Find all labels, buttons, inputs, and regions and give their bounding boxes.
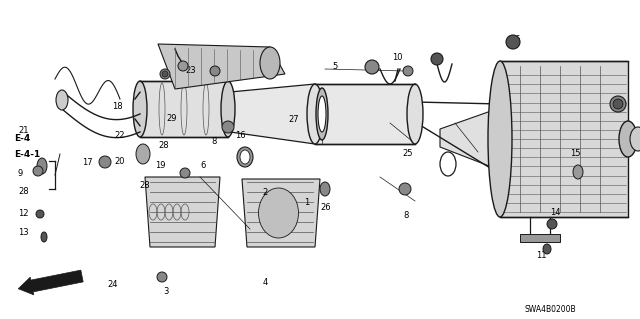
- Text: 11: 11: [536, 251, 547, 260]
- Text: 29: 29: [166, 114, 177, 122]
- Bar: [520, 234, 560, 242]
- Text: 17: 17: [82, 158, 93, 167]
- Text: 26: 26: [320, 203, 331, 212]
- Ellipse shape: [37, 158, 47, 174]
- Ellipse shape: [610, 96, 626, 112]
- Ellipse shape: [136, 144, 150, 164]
- Text: 19: 19: [155, 161, 165, 170]
- Text: 27: 27: [288, 115, 299, 124]
- Text: 3: 3: [163, 287, 168, 296]
- Ellipse shape: [36, 210, 44, 218]
- Text: 1: 1: [304, 198, 309, 207]
- Ellipse shape: [407, 84, 423, 144]
- Ellipse shape: [403, 66, 413, 76]
- Ellipse shape: [237, 147, 253, 167]
- Text: 8: 8: [211, 137, 216, 146]
- Text: E-4: E-4: [14, 134, 30, 143]
- Text: 23: 23: [186, 66, 196, 75]
- Bar: [500, 61, 628, 217]
- Text: 28: 28: [140, 181, 150, 189]
- Text: 21: 21: [18, 126, 28, 135]
- Ellipse shape: [630, 127, 640, 151]
- Ellipse shape: [259, 188, 298, 238]
- Polygon shape: [242, 179, 320, 247]
- Text: 20: 20: [114, 157, 124, 166]
- Ellipse shape: [133, 81, 147, 137]
- Ellipse shape: [210, 66, 220, 76]
- Text: 6: 6: [514, 35, 519, 44]
- Ellipse shape: [431, 53, 443, 65]
- Ellipse shape: [33, 166, 43, 176]
- Ellipse shape: [365, 60, 379, 74]
- Text: 5: 5: [333, 63, 338, 71]
- Text: 13: 13: [18, 228, 29, 237]
- Ellipse shape: [221, 81, 235, 137]
- Ellipse shape: [307, 84, 323, 144]
- Ellipse shape: [160, 69, 170, 79]
- Text: 12: 12: [18, 209, 28, 218]
- Text: 15: 15: [570, 149, 580, 158]
- Text: 16: 16: [236, 131, 246, 140]
- Text: 25: 25: [402, 149, 412, 158]
- Bar: [315, 84, 415, 144]
- Ellipse shape: [573, 165, 583, 179]
- Ellipse shape: [162, 71, 168, 77]
- Ellipse shape: [318, 96, 326, 132]
- Ellipse shape: [41, 232, 47, 242]
- Ellipse shape: [99, 156, 111, 168]
- Text: E-4-1: E-4-1: [14, 150, 40, 159]
- Bar: [140, 81, 228, 137]
- Text: 6: 6: [200, 161, 205, 170]
- Text: 28: 28: [18, 187, 29, 196]
- Ellipse shape: [180, 168, 190, 178]
- Text: 28: 28: [159, 141, 170, 150]
- Ellipse shape: [56, 90, 68, 110]
- Ellipse shape: [506, 35, 520, 49]
- Ellipse shape: [543, 244, 551, 254]
- Text: 8: 8: [403, 211, 408, 220]
- Text: 18: 18: [112, 102, 123, 111]
- Text: SWA4B0200B: SWA4B0200B: [525, 305, 577, 314]
- Ellipse shape: [488, 61, 512, 217]
- Polygon shape: [158, 44, 285, 89]
- Polygon shape: [230, 84, 315, 144]
- Ellipse shape: [399, 183, 411, 195]
- FancyArrow shape: [19, 270, 83, 295]
- Polygon shape: [440, 108, 500, 170]
- Ellipse shape: [619, 121, 637, 157]
- Text: 22: 22: [114, 131, 124, 140]
- Text: 9: 9: [18, 169, 23, 178]
- Text: 4: 4: [262, 278, 268, 287]
- Ellipse shape: [222, 121, 234, 133]
- Text: 24: 24: [108, 280, 118, 289]
- Ellipse shape: [178, 61, 188, 71]
- Ellipse shape: [260, 47, 280, 79]
- Text: 10: 10: [392, 53, 402, 62]
- Ellipse shape: [613, 99, 623, 109]
- Ellipse shape: [547, 219, 557, 229]
- Ellipse shape: [320, 182, 330, 196]
- Ellipse shape: [240, 150, 250, 164]
- Ellipse shape: [157, 272, 167, 282]
- Ellipse shape: [316, 88, 328, 140]
- Text: 7: 7: [614, 104, 620, 113]
- Text: 14: 14: [550, 208, 561, 217]
- Text: 2: 2: [262, 189, 268, 197]
- Polygon shape: [145, 177, 220, 247]
